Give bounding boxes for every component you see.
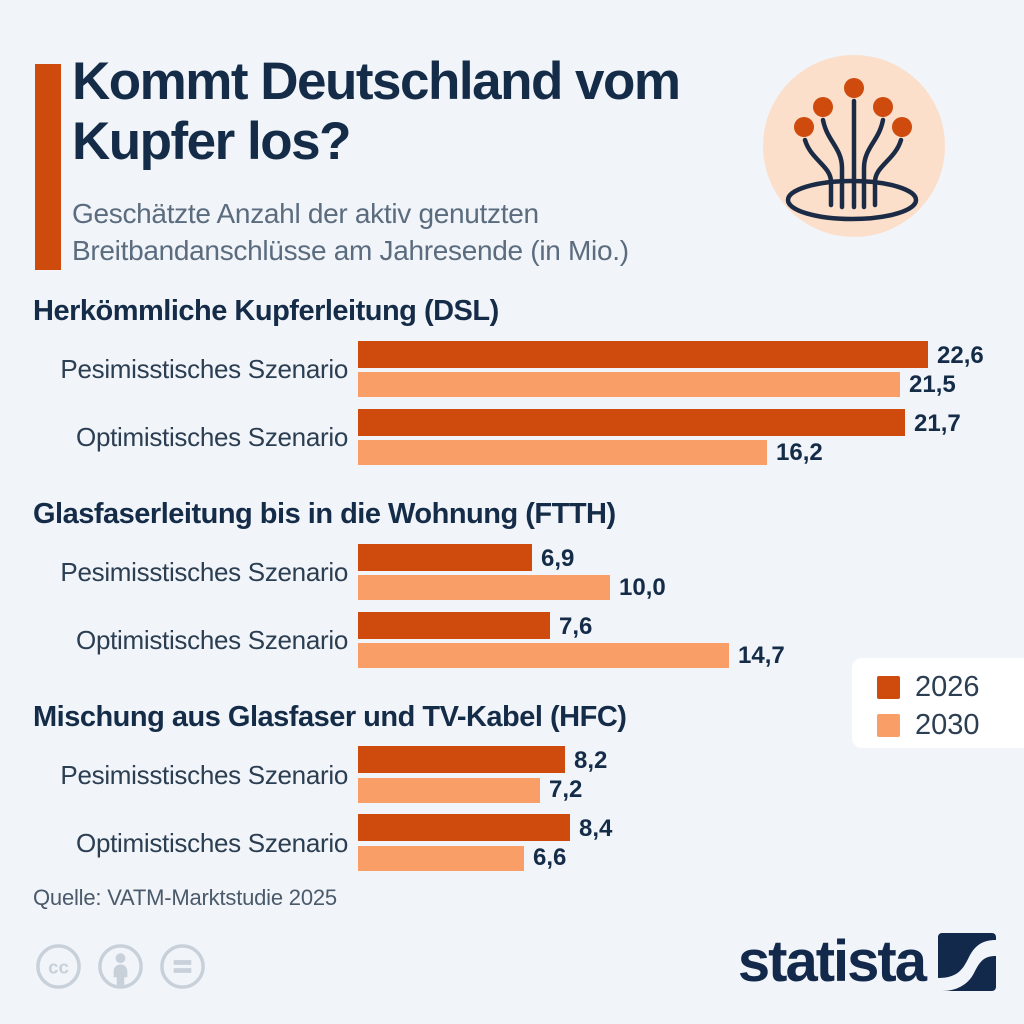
section-heading: Glasfaserleitung bis in die Wohnung (FTT… <box>33 497 616 530</box>
cc-nd-equals-icon <box>160 944 205 989</box>
bar-2026 <box>358 408 905 436</box>
section-heading: Mischung aus Glasfaser und TV-Kabel (HFC… <box>33 700 627 733</box>
bar-value: 7,6 <box>559 612 593 640</box>
bar-value: 22,6 <box>937 341 984 369</box>
bar-value: 6,6 <box>533 844 567 872</box>
chart-row: Pesimisstisches Szenario 6,9 10,0 <box>33 543 1003 602</box>
chart-legend: 2026 2030 <box>852 658 1024 748</box>
statista-logo: statista <box>738 933 996 991</box>
row-label: Optimistisches Szenario <box>76 625 348 656</box>
cc-icon: cc <box>36 944 81 989</box>
legend-item-2026: 2026 <box>877 673 1024 702</box>
bar-2026 <box>358 746 565 774</box>
bar-value: 16,2 <box>776 438 823 466</box>
legend-label: 2030 <box>915 709 980 741</box>
page-title: Kommt Deutschland vom Kupfer los? <box>72 52 681 172</box>
statista-wordmark: statista <box>737 929 927 994</box>
bar-value: 7,2 <box>549 776 583 804</box>
chart-row: Optimistisches Szenario 21,7 16,2 <box>33 408 1003 467</box>
statista-logo-mark <box>938 933 996 991</box>
bar-2030 <box>358 777 540 803</box>
bar-2026 <box>358 340 928 368</box>
bar-value: 8,4 <box>579 815 613 843</box>
bar-value: 8,2 <box>574 747 608 775</box>
bar-2030 <box>358 372 900 398</box>
row-label: Optimistisches Szenario <box>76 422 348 453</box>
row-label: Pesimisstisches Szenario <box>60 354 348 385</box>
legend-item-2030: 2030 <box>877 711 1024 740</box>
bar-value: 10,0 <box>619 573 666 601</box>
page-subtitle: Geschätzte Anzahl der aktiv genutzten Br… <box>72 198 629 266</box>
bar-value: 6,9 <box>541 544 575 572</box>
legend-label: 2026 <box>915 671 980 703</box>
bar-2026 <box>358 814 570 842</box>
chart-section-0: Herkömmliche Kupferleitung (DSL) Pesimiss… <box>33 294 1003 467</box>
title-accent-bar <box>35 64 61 270</box>
fiber-optic-bundle-icon <box>763 55 945 237</box>
bar-2030 <box>358 575 610 601</box>
legend-swatch <box>877 714 900 737</box>
chart-section-2: Mischung aus Glasfaser und TV-Kabel (HFC… <box>33 700 1003 873</box>
chart-section-1: Glasfaserleitung bis in die Wohnung (FTT… <box>33 497 1003 670</box>
bar-2026 <box>358 611 550 639</box>
legend-swatch <box>877 676 900 699</box>
chart-row: Optimistisches Szenario 8,4 6,6 <box>33 814 1003 872</box>
row-label: Pesimisstisches Szenario <box>60 759 348 790</box>
row-label: Pesimisstisches Szenario <box>60 557 348 588</box>
chart-row: Pesimisstisches Szenario 8,2 7,2 <box>33 746 1003 804</box>
bar-2030 <box>358 440 767 466</box>
bar-value: 21,5 <box>909 370 956 398</box>
section-heading: Herkömmliche Kupferleitung (DSL) <box>33 295 499 327</box>
creative-commons-icons: cc <box>34 942 207 991</box>
chart-row: Pesimisstisches Szenario 22,6 21,5 <box>33 340 1003 399</box>
svg-text:cc: cc <box>48 956 69 977</box>
bar-2026 <box>358 543 532 571</box>
source-note: Quelle: VATM-Marktstudie 2025 <box>33 885 337 910</box>
cc-by-person-icon <box>98 944 143 989</box>
row-label: Optimistisches Szenario <box>76 827 348 858</box>
chart-row: Optimistisches Szenario 7,6 14,7 <box>33 611 1003 670</box>
bar-chart: Herkömmliche Kupferleitung (DSL) Pesimiss… <box>33 294 1003 902</box>
bar-2030 <box>358 845 524 871</box>
bar-2030 <box>358 643 729 669</box>
bar-value: 21,7 <box>914 409 961 437</box>
bar-value: 14,7 <box>738 641 785 669</box>
